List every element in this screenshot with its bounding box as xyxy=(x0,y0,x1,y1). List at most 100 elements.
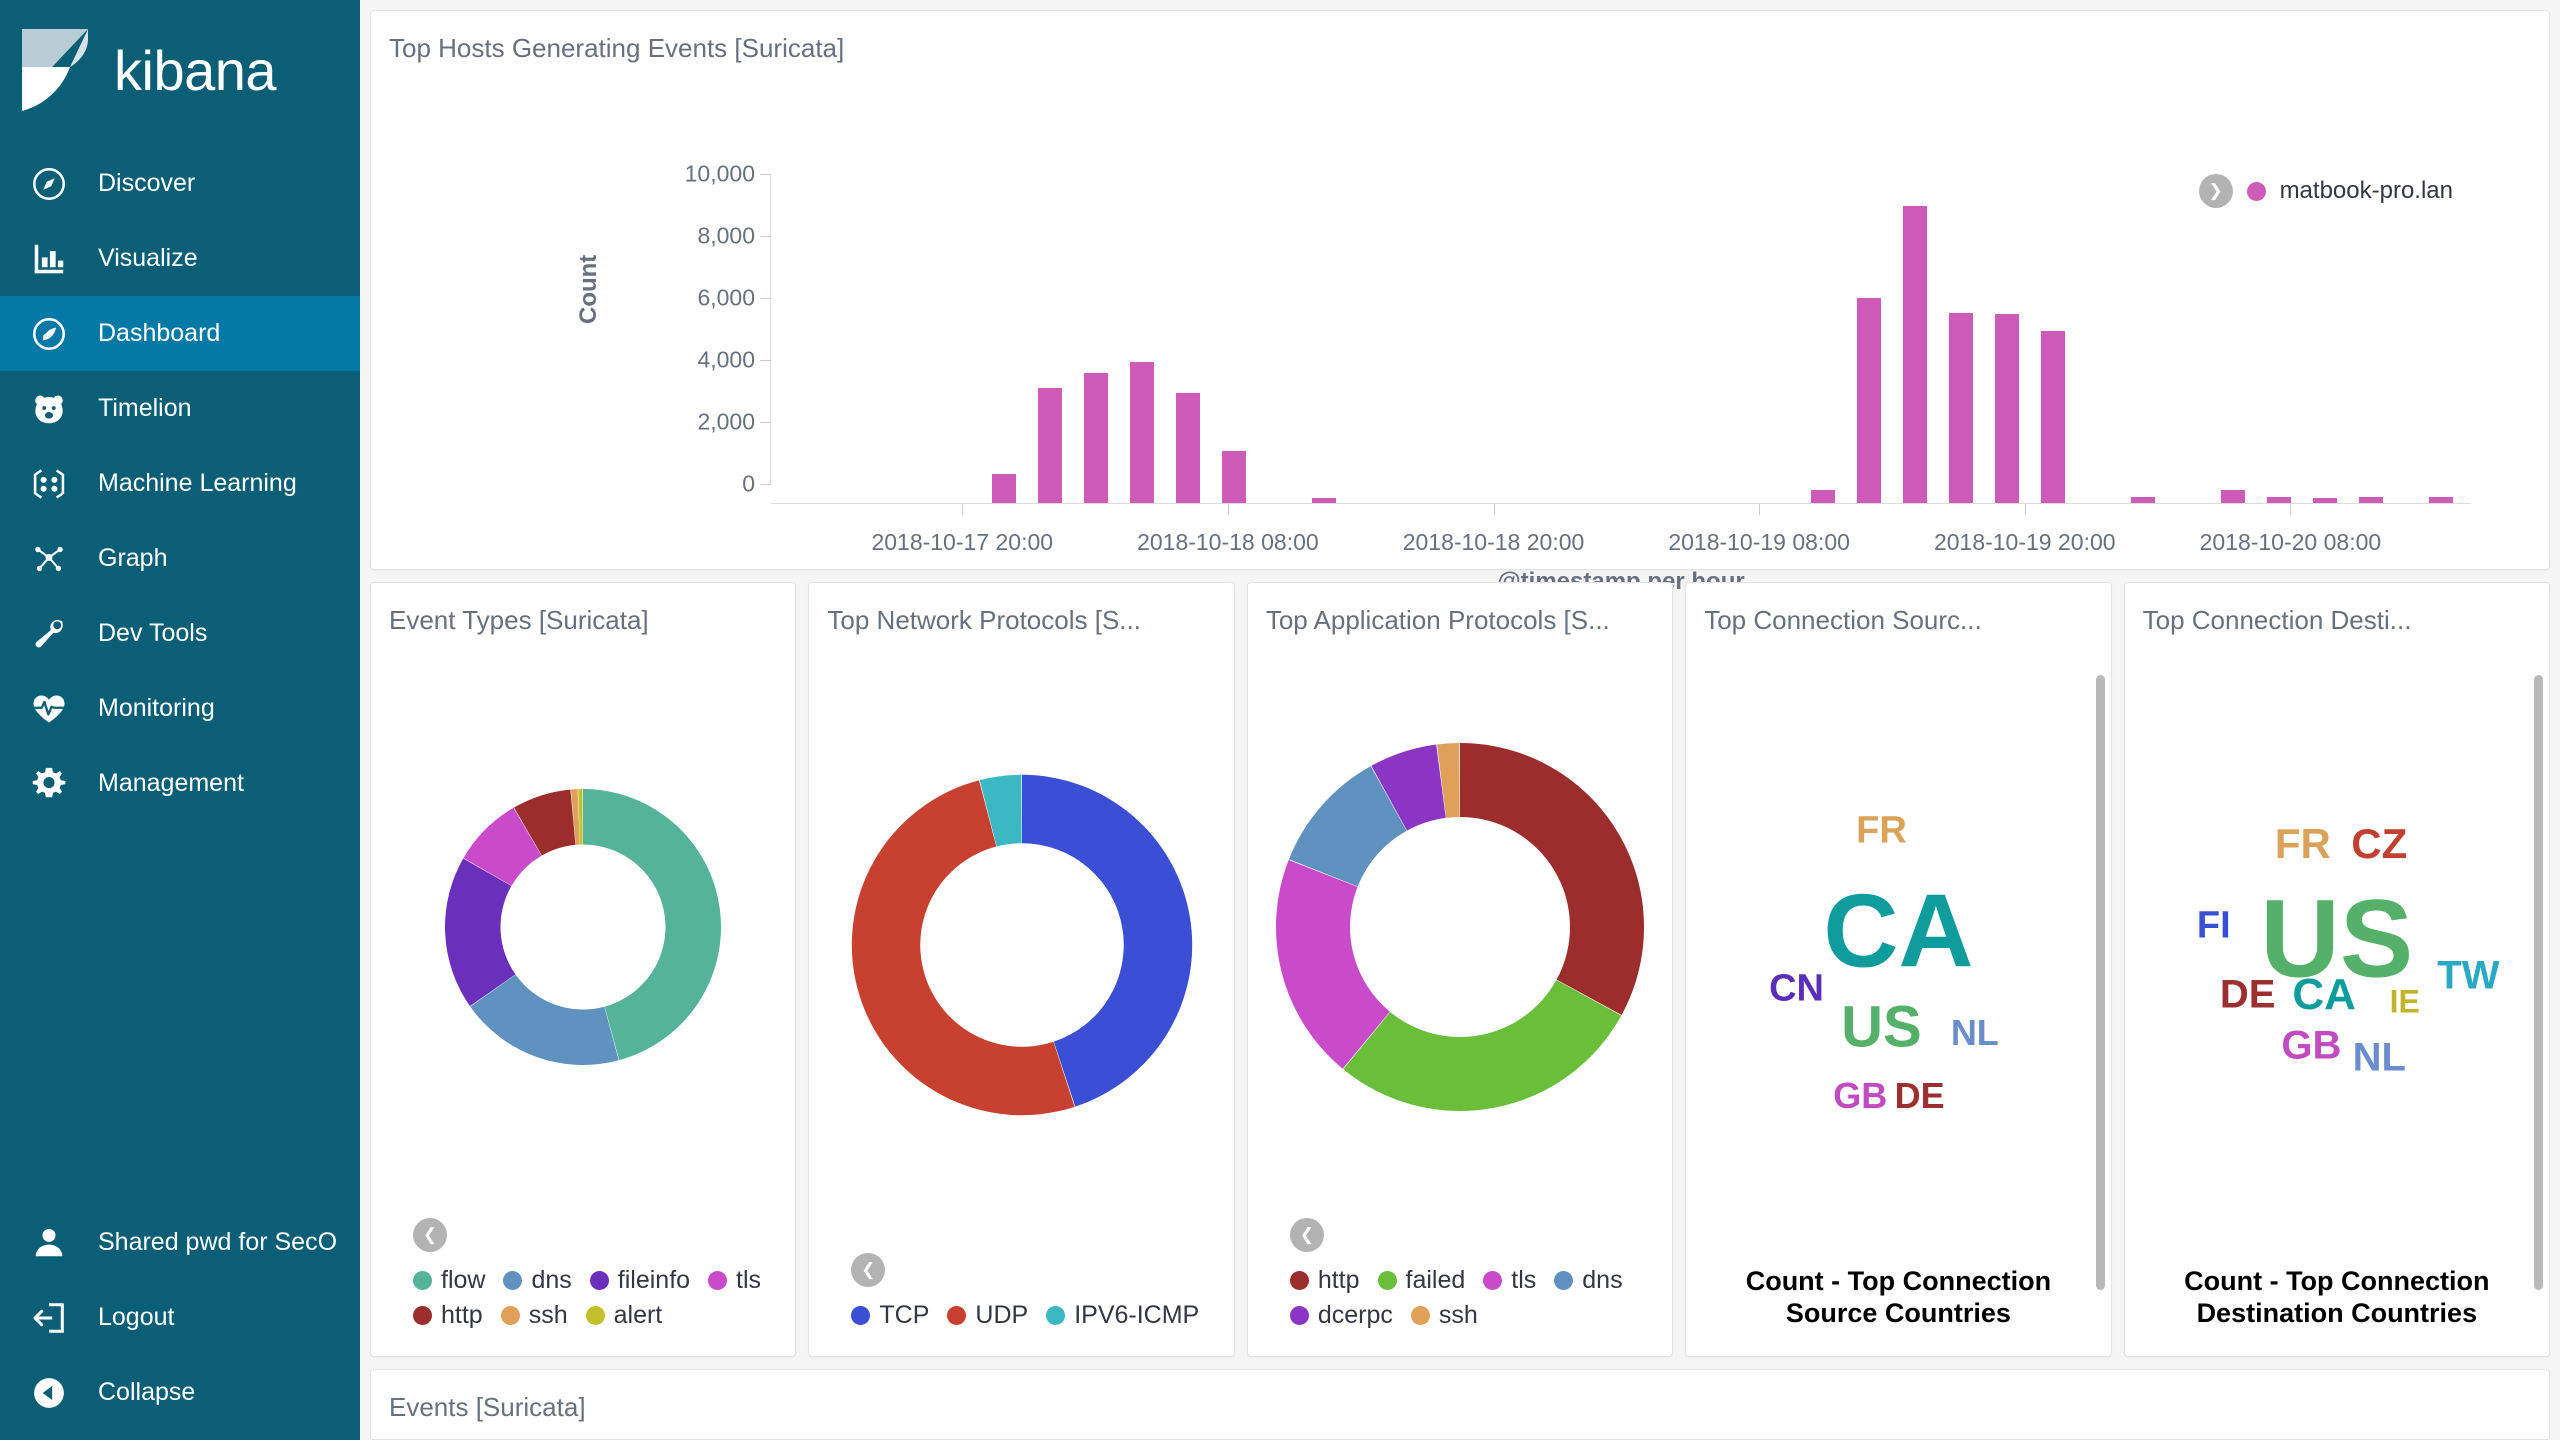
brand-header[interactable]: kibana xyxy=(0,0,360,140)
histogram-bar[interactable] xyxy=(2358,496,2383,503)
donut-slice[interactable] xyxy=(514,789,576,856)
legend-item[interactable]: dns xyxy=(503,1266,572,1295)
donut-chart-application-protocols[interactable] xyxy=(1248,636,1672,1218)
legend-item[interactable]: http xyxy=(413,1301,483,1330)
donut-svg[interactable] xyxy=(433,777,733,1077)
tag-cloud-term[interactable]: GB xyxy=(2281,1023,2342,1068)
tag-cloud-term[interactable]: FR xyxy=(1856,809,1907,852)
histogram-bar[interactable] xyxy=(2040,331,2065,503)
legend-item[interactable]: dcerpc xyxy=(1289,1301,1393,1330)
tag-cloud-term[interactable]: US xyxy=(1841,994,1922,1060)
histogram-bar[interactable] xyxy=(1903,205,1928,503)
donut-slice[interactable] xyxy=(979,774,1022,846)
donut-slice[interactable] xyxy=(470,974,619,1065)
sidebar-item-graph[interactable]: Graph xyxy=(0,521,360,596)
chevron-down-circle-icon[interactable]: ❮ xyxy=(1289,1218,1324,1252)
donut-slice[interactable] xyxy=(1276,859,1390,1069)
tag-cloud-term[interactable]: CA xyxy=(1823,873,1974,990)
panel-top-application-protocols: Top Application Protocols [S... ❮ http fa… xyxy=(1246,582,1674,1357)
donut-chart-network-protocols[interactable] xyxy=(809,636,1233,1253)
legend-item[interactable]: flow xyxy=(413,1266,485,1295)
legend-item[interactable]: TCP xyxy=(851,1301,929,1330)
histogram-bar[interactable] xyxy=(1175,392,1200,503)
donut-slice[interactable] xyxy=(1288,766,1407,887)
legend-item[interactable]: dns xyxy=(1554,1266,1623,1295)
histogram-bar[interactable] xyxy=(1083,373,1108,503)
tag-cloud-term[interactable]: CZ xyxy=(2351,819,2408,867)
chevron-down-circle-icon[interactable]: ❮ xyxy=(413,1218,447,1252)
sidebar-item-discover[interactable]: Discover xyxy=(0,146,360,221)
legend-item[interactable]: tls xyxy=(1483,1266,1536,1295)
donut-svg[interactable] xyxy=(1260,727,1660,1127)
donut-svg[interactable] xyxy=(837,760,1207,1130)
tag-cloud-term[interactable]: TW xyxy=(2437,953,2500,998)
tag-cloud-term[interactable]: NL xyxy=(2352,1035,2406,1080)
tag-cloud-term[interactable]: DE xyxy=(1894,1075,1945,1117)
sidebar-item-monitoring[interactable]: Monitoring xyxy=(0,671,360,746)
histogram-bar[interactable] xyxy=(2267,497,2291,503)
legend-label[interactable]: matbook-pro.lan xyxy=(2279,177,2453,204)
sidebar-item-collapse[interactable]: Collapse xyxy=(0,1355,360,1430)
sidebar-item-visualize[interactable]: Visualize xyxy=(0,221,360,296)
legend-item[interactable]: IPV6-ICMP xyxy=(1046,1301,1199,1330)
tag-cloud-term[interactable]: DE xyxy=(2219,972,2276,1017)
tag-cloud-source[interactable]: CA US FR CN NL GB DE xyxy=(1686,636,2110,1266)
histogram-bar[interactable] xyxy=(1129,361,1154,503)
donut-slice[interactable] xyxy=(578,789,583,845)
vertical-scrollbar[interactable] xyxy=(2534,675,2544,1290)
legend-item[interactable]: failed xyxy=(1377,1266,1465,1295)
tag-cloud-term[interactable]: NL xyxy=(1950,1012,1999,1054)
tag-cloud-term[interactable]: GB xyxy=(1833,1075,1888,1117)
tag-cloud-term[interactable]: IE xyxy=(2389,983,2420,1020)
legend-item[interactable]: ssh xyxy=(1410,1301,1478,1330)
donut-slice[interactable] xyxy=(1343,979,1622,1111)
donut-slice[interactable] xyxy=(1021,774,1192,1107)
chevron-down-circle-icon[interactable]: ❮ xyxy=(851,1253,886,1287)
histogram-bar[interactable] xyxy=(2131,496,2155,503)
histogram-bar[interactable] xyxy=(1995,313,2019,503)
sidebar-item-dev-tools[interactable]: Dev Tools xyxy=(0,596,360,671)
histogram-bar[interactable] xyxy=(2221,489,2246,503)
donut-slice[interactable] xyxy=(571,789,580,845)
histogram-bar[interactable] xyxy=(1949,313,1974,503)
legend-item[interactable]: fileinfo xyxy=(589,1266,690,1295)
sidebar-item-dashboard[interactable]: Dashboard xyxy=(0,296,360,371)
histogram-bar[interactable] xyxy=(992,473,1016,503)
histogram-bar[interactable] xyxy=(2312,498,2337,503)
sidebar-item-user[interactable]: Shared pwd for SecO xyxy=(0,1205,360,1280)
legend-item[interactable]: UDP xyxy=(947,1301,1028,1330)
legend-color-swatch xyxy=(585,1306,605,1325)
donut-slice[interactable] xyxy=(1371,744,1446,831)
donut-slice[interactable] xyxy=(851,779,1075,1115)
histogram-bar[interactable] xyxy=(1037,387,1062,503)
legend-item[interactable]: ssh xyxy=(500,1301,568,1330)
donut-slice[interactable] xyxy=(1460,743,1645,1015)
donut-slice[interactable] xyxy=(463,807,542,886)
legend-item[interactable]: alert xyxy=(585,1301,662,1330)
histogram-bar[interactable] xyxy=(1857,297,1882,503)
legend-item[interactable]: tls xyxy=(708,1266,761,1295)
tag-cloud-term[interactable]: US xyxy=(2260,877,2414,1001)
sidebar-item-management[interactable]: Management xyxy=(0,746,360,821)
tag-cloud-term[interactable]: FI xyxy=(2196,904,2231,947)
histogram-bar[interactable] xyxy=(1811,489,1836,503)
legend-item[interactable]: http xyxy=(1289,1266,1360,1295)
vertical-scrollbar[interactable] xyxy=(2095,675,2105,1290)
donut-chart-event-types[interactable] xyxy=(371,636,795,1218)
tag-cloud-term[interactable]: CN xyxy=(1769,967,1825,1010)
tag-cloud-term[interactable]: FR xyxy=(2274,819,2331,867)
histogram-bar[interactable] xyxy=(2428,497,2453,503)
donut-slice[interactable] xyxy=(583,789,722,1061)
histogram-bar[interactable] xyxy=(1311,497,1336,503)
chevron-right-circle-icon[interactable]: ❯ xyxy=(2198,174,2233,208)
y-axis-tick-mark xyxy=(760,360,771,361)
sidebar-item-timelion[interactable]: Timelion xyxy=(0,371,360,446)
histogram-bar[interactable] xyxy=(1221,451,1246,503)
donut-slice[interactable] xyxy=(1436,743,1460,818)
tag-cloud-term[interactable]: CA xyxy=(2292,970,2356,1020)
sidebar-item-logout[interactable]: Logout xyxy=(0,1280,360,1355)
tag-cloud-destination[interactable]: US FR CZ FI DE CA IE TW GB NL xyxy=(2125,636,2549,1266)
donut-slice[interactable] xyxy=(445,858,516,1007)
sidebar-item-machine-learning[interactable]: Machine Learning xyxy=(0,446,360,521)
